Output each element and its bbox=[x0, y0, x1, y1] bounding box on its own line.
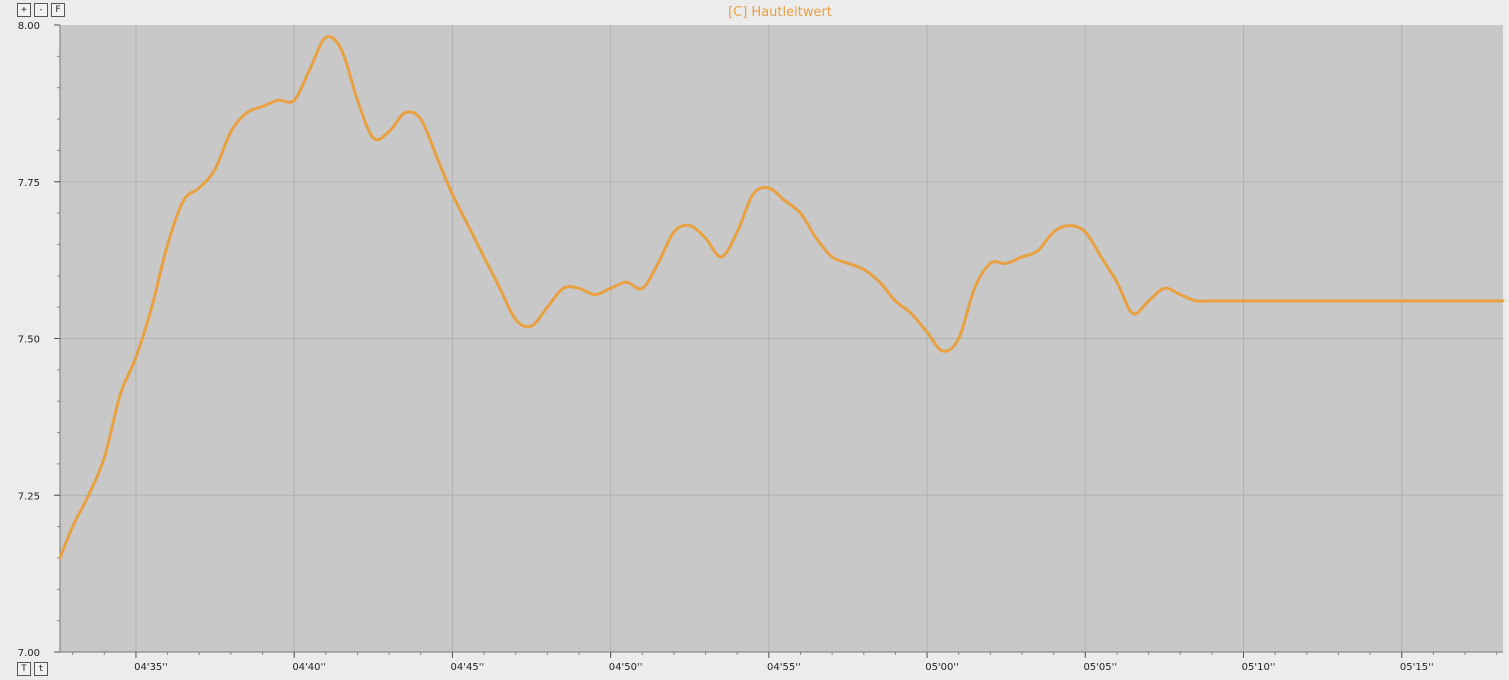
grid-layer bbox=[60, 25, 1503, 652]
y-tick-label: 7.25 bbox=[18, 491, 40, 502]
chart-header: [C] Hautleitwert bbox=[0, 0, 1509, 24]
series-line bbox=[58, 35, 1505, 560]
x-tick-label: 04'40'' bbox=[292, 662, 326, 673]
x-tick-label: 04'45'' bbox=[451, 662, 485, 673]
zoom-in-button[interactable]: + bbox=[17, 3, 31, 17]
series-layer bbox=[58, 35, 1505, 560]
x-tick-label: 04'50'' bbox=[609, 662, 643, 673]
time-option-button[interactable]: t bbox=[34, 662, 48, 676]
x-tick-label: 04'35'' bbox=[134, 662, 168, 673]
x-tick-label: 04'55'' bbox=[767, 662, 801, 673]
chart-title: [C] Hautleitwert bbox=[728, 5, 832, 20]
x-tick-label: 05'15'' bbox=[1400, 662, 1434, 673]
x-tick-label: 05'05'' bbox=[1083, 662, 1117, 673]
y-tick-label: 7.75 bbox=[18, 178, 40, 189]
axis-layer: 04'35'' 04'40'' 04'45'' 04'50'' 04'55'' 05'00… bbox=[18, 21, 1503, 673]
x-tick-label: 05'00'' bbox=[925, 662, 959, 673]
y-tick-label: 7.00 bbox=[18, 648, 40, 659]
zoom-out-button[interactable]: - bbox=[34, 3, 48, 17]
zoom-toolbar: + - F bbox=[17, 3, 65, 17]
y-tick-label: 8.00 bbox=[18, 21, 40, 32]
top-option-button[interactable]: T bbox=[17, 662, 31, 676]
y-tick-label: 7.50 bbox=[18, 335, 40, 346]
fit-button[interactable]: F bbox=[51, 3, 65, 17]
axis-toolbar: T t bbox=[17, 662, 48, 676]
x-tick-label: 05'10'' bbox=[1242, 662, 1276, 673]
